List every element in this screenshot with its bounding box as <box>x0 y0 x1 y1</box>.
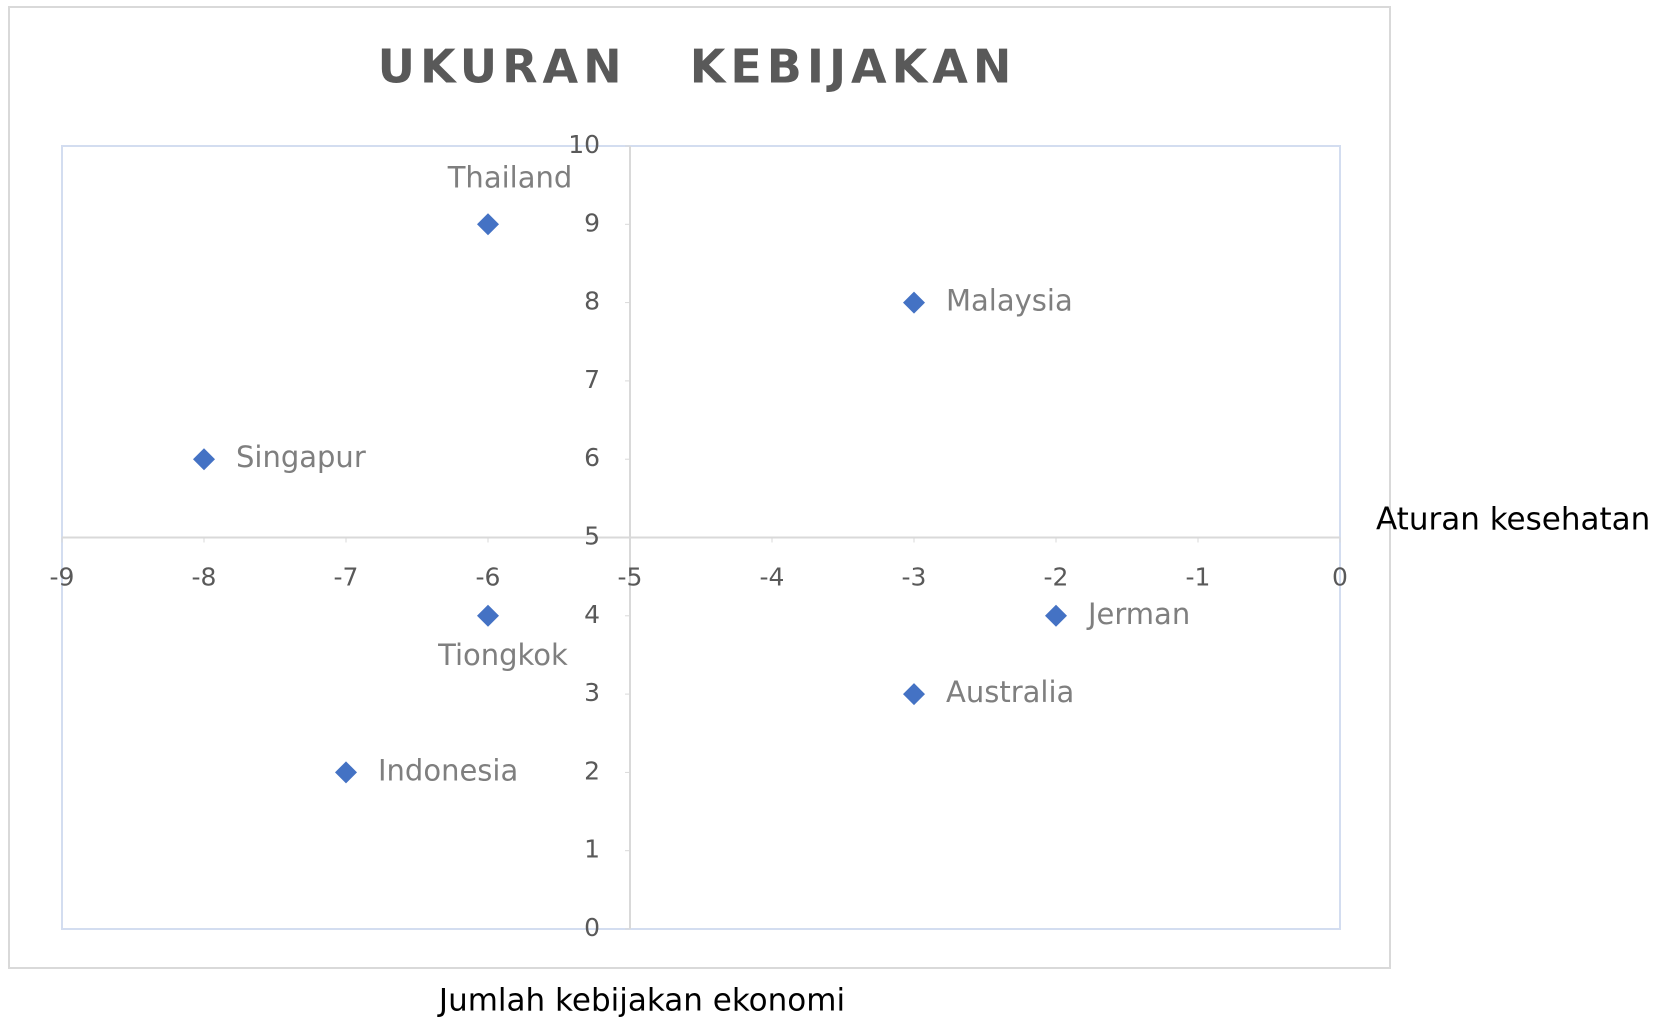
y-tick-label: 3 <box>584 678 600 707</box>
x-tick-label: -5 <box>618 563 643 592</box>
y-tick-label: 9 <box>584 208 600 237</box>
point <box>903 683 925 706</box>
x-tick-label: -9 <box>50 563 75 592</box>
x-tick-label: -7 <box>334 563 359 592</box>
x-tick-label: -4 <box>760 563 785 592</box>
y-tick-label: 0 <box>584 913 600 942</box>
point-label: Tiongkok <box>437 638 568 672</box>
point <box>477 213 499 236</box>
point-label: Thailand <box>447 160 573 194</box>
x-tick-label: -8 <box>192 563 217 592</box>
x-tick-label: -3 <box>902 563 927 592</box>
x-tick-label: -1 <box>1186 563 1211 592</box>
chart-title: UKURAN KEBIJAKAN <box>378 40 1017 94</box>
x-tick-label: 0 <box>1332 563 1348 592</box>
point <box>335 761 357 784</box>
point-label: Indonesia <box>378 753 518 787</box>
y-axis-label: Aturan kesehatan <box>1376 502 1650 538</box>
y-tick-label: 2 <box>584 756 600 785</box>
x-tick-label: -6 <box>476 563 501 592</box>
chart-border <box>8 6 1391 969</box>
y-tick-label: 7 <box>584 365 600 394</box>
point <box>903 291 925 314</box>
point <box>193 448 215 471</box>
x-tick-label: -2 <box>1044 563 1069 592</box>
point-label: Australia <box>946 675 1074 709</box>
y-tick-label: 10 <box>568 130 600 159</box>
point <box>1045 604 1067 627</box>
y-tick-label: 5 <box>584 522 600 551</box>
point-label: Jerman <box>1086 597 1190 631</box>
y-tick-label: 6 <box>584 443 600 472</box>
point-label: Singapur <box>236 440 366 474</box>
point-label: Malaysia <box>946 284 1073 318</box>
y-tick-label: 4 <box>584 600 600 629</box>
y-tick-label: 8 <box>584 287 600 316</box>
point <box>477 604 499 627</box>
y-tick-label: 1 <box>584 835 600 864</box>
x-axis-label: Jumlah kebijakan ekonomi <box>437 983 845 1019</box>
